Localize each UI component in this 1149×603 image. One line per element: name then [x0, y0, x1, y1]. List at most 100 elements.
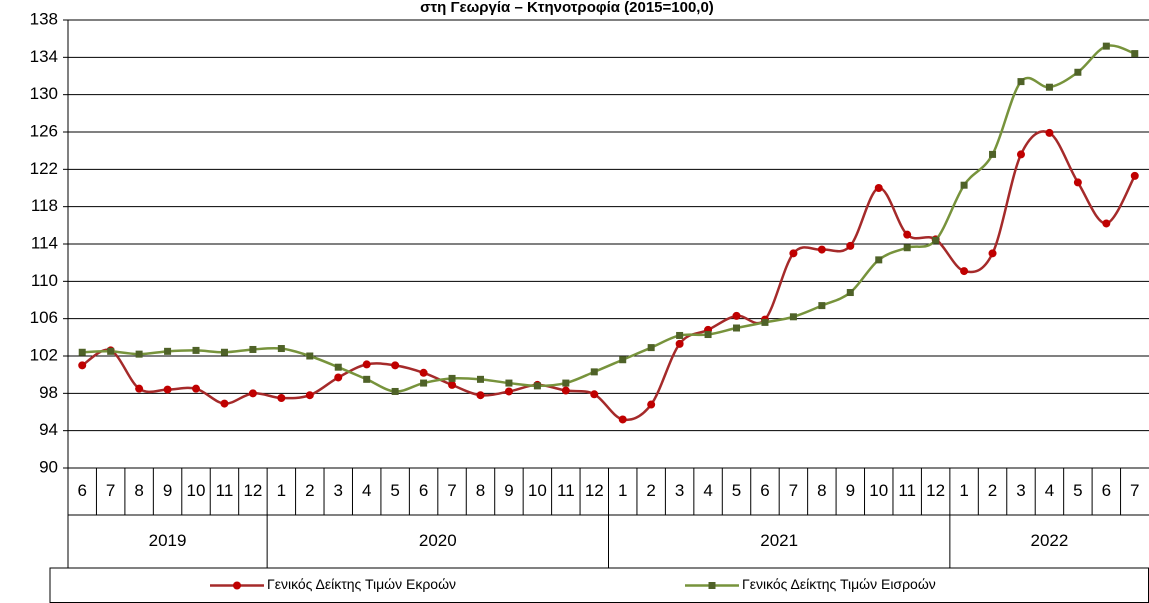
data-point: [789, 313, 797, 321]
data-point: [988, 249, 997, 258]
data-point: [192, 346, 200, 354]
data-point: [334, 363, 342, 371]
data-point: [78, 348, 86, 356]
y-tick-label: 122: [30, 159, 58, 178]
x-tick-label: 7: [106, 481, 115, 500]
data-point: [903, 244, 911, 252]
chart-title: στη Γεωργία – Κτηνοτροφία (2015=100,0): [420, 0, 714, 16]
data-point: [504, 387, 513, 396]
x-tick-label: 12: [585, 481, 604, 500]
data-point: [107, 347, 115, 355]
data-point: [533, 382, 541, 390]
data-point: [618, 415, 627, 424]
data-point: [78, 361, 87, 370]
data-point: [135, 350, 143, 358]
data-point: [305, 391, 314, 400]
x-tick-label: 4: [1045, 481, 1054, 500]
data-point: [989, 150, 997, 158]
data-point: [419, 368, 428, 377]
data-point: [277, 394, 286, 402]
y-tick-label: 118: [31, 196, 58, 215]
x-tick-label: 2: [646, 481, 655, 500]
data-point: [1045, 83, 1053, 91]
data-point: [647, 400, 656, 409]
x-tick-label: 7: [1130, 481, 1139, 500]
y-tick-label: 114: [31, 233, 58, 252]
y-tick-label: 94: [39, 420, 58, 439]
y-tick-label: 138: [30, 9, 58, 28]
data-point: [789, 249, 798, 258]
data-point: [704, 331, 712, 339]
data-point: [1045, 128, 1054, 137]
x-tick-label: 4: [362, 481, 371, 500]
data-point: [277, 345, 285, 353]
series-line: [81, 130, 1136, 422]
x-tick-label: 4: [703, 481, 712, 500]
data-point: [1017, 78, 1025, 86]
data-point: [135, 384, 144, 393]
data-point: [903, 230, 912, 239]
data-point: [164, 347, 172, 355]
data-point: [192, 384, 201, 393]
data-point: [647, 344, 655, 352]
data-point: [676, 331, 684, 339]
data-point: [476, 375, 484, 383]
data-point: [733, 324, 741, 332]
data-point: [960, 267, 969, 276]
data-point: [448, 380, 457, 389]
x-tick-label: 2: [988, 481, 997, 500]
data-point: [334, 373, 343, 382]
data-point: [562, 379, 570, 387]
data-point: [1016, 150, 1025, 159]
x-group-label: 2020: [419, 531, 457, 550]
x-tick-label: 11: [216, 481, 234, 500]
data-point: [875, 256, 883, 264]
data-point: [675, 339, 684, 348]
y-tick-label: 102: [30, 345, 58, 364]
data-point: [846, 289, 854, 297]
data-point: [874, 184, 883, 192]
x-tick-label: 10: [528, 481, 547, 500]
x-tick-label: 1: [618, 481, 627, 500]
data-point: [619, 356, 627, 364]
x-tick-label: 2: [305, 481, 314, 500]
data-point: [1073, 178, 1082, 187]
data-point: [1102, 219, 1111, 228]
x-tick-label: 6: [1102, 481, 1111, 500]
x-tick-label: 3: [675, 481, 684, 500]
x-tick-label: 6: [77, 481, 86, 500]
legend-label: Γενικός Δείκτης Τιμών Εκροών: [267, 576, 456, 592]
legend-marker: [233, 581, 241, 590]
x-tick-label: 5: [732, 481, 741, 500]
legend-label: Γενικός Δείκτης Τιμών Εισροών: [742, 576, 936, 592]
data-point: [818, 302, 826, 310]
y-tick-label: 126: [30, 121, 58, 140]
data-point: [448, 374, 456, 382]
data-point: [1130, 171, 1139, 180]
data-point: [391, 387, 399, 395]
series-line: [82, 44, 1136, 393]
x-tick-label: 8: [134, 481, 143, 500]
data-point: [363, 375, 371, 383]
x-tick-label: 3: [1016, 481, 1025, 500]
data-point: [163, 385, 172, 394]
y-tick-label: 106: [30, 308, 58, 327]
x-tick-label: 12: [926, 481, 945, 500]
x-tick-label: 11: [557, 481, 575, 500]
x-tick-label: 1: [959, 481, 968, 500]
data-point: [761, 318, 769, 326]
data-point: [505, 379, 513, 387]
data-point: [420, 379, 428, 387]
x-tick-label: 6: [760, 481, 769, 500]
y-tick-label: 110: [31, 271, 58, 290]
data-point: [220, 348, 228, 356]
data-point: [932, 236, 940, 244]
x-tick-label: 11: [898, 481, 916, 500]
data-point: [1074, 68, 1082, 76]
x-tick-label: 5: [1073, 481, 1082, 500]
data-point: [561, 386, 570, 395]
data-point: [476, 391, 485, 400]
data-point: [391, 361, 400, 370]
x-tick-label: 3: [334, 481, 343, 500]
x-tick-label: 8: [476, 481, 485, 500]
